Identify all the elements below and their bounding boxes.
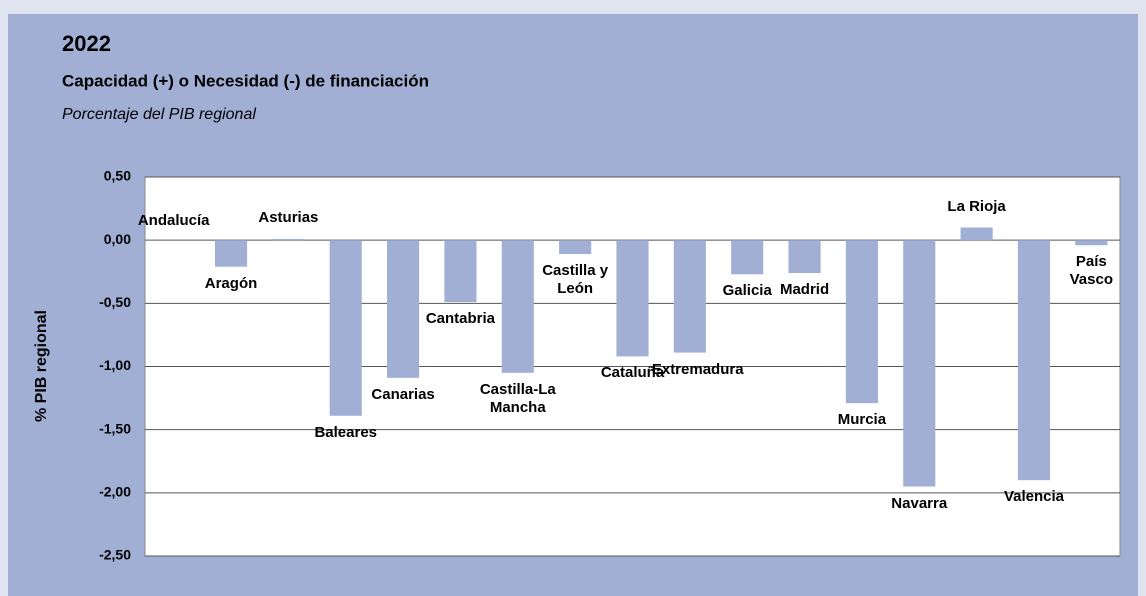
bar [501,240,534,373]
category-label: Aragón [204,274,258,292]
category-label: Valencia [1003,488,1064,506]
y-axis-label: % PIB regional [33,310,50,422]
category-label: Madrid [779,281,830,298]
bar [272,238,305,241]
bar [1017,240,1051,481]
category-label: Asturias [258,208,319,226]
y-tick-label: -2,50 [99,547,131,563]
bar [329,240,362,416]
bar [960,227,993,241]
category-label: Galicia [722,282,772,300]
bar [387,240,420,378]
category-label: País Vasco [1069,253,1113,289]
bar [903,240,936,487]
bar [444,240,477,303]
category-label: Navarra [891,494,948,512]
bar [1075,240,1108,246]
bar [673,240,706,353]
y-tick-label: -1,00 [99,357,131,373]
bar [616,240,649,357]
y-tick-label: -1,50 [99,420,131,436]
bar [731,240,764,275]
category-label: Castilla y León [542,262,609,298]
bar [214,240,248,267]
category-label: Murcia [837,411,887,429]
category-label: Andalucía [137,212,210,230]
bar [845,240,878,404]
category-label: Cantabria [425,310,496,328]
chart-title: 2022 [62,31,111,56]
category-label: Cataluña [600,364,665,382]
category-label: Castilla-La Mancha [479,380,556,416]
y-tick-label: 0,00 [104,231,131,247]
category-label: Canarias [371,385,435,403]
chart-note: Porcentaje del PIB regional [62,106,256,123]
bar [788,240,821,274]
category-label: La Rioja [947,197,1006,215]
y-tick-label: -2,00 [99,484,131,500]
y-tick-label: -0,50 [99,294,131,310]
y-tick-label: 0,50 [104,168,131,184]
category-label: Extremadura [651,360,744,378]
bar [559,240,592,255]
category-label: Baleares [314,423,378,441]
chart-subtitle: Capacidad (+) o Necesidad (-) de financi… [62,71,429,90]
